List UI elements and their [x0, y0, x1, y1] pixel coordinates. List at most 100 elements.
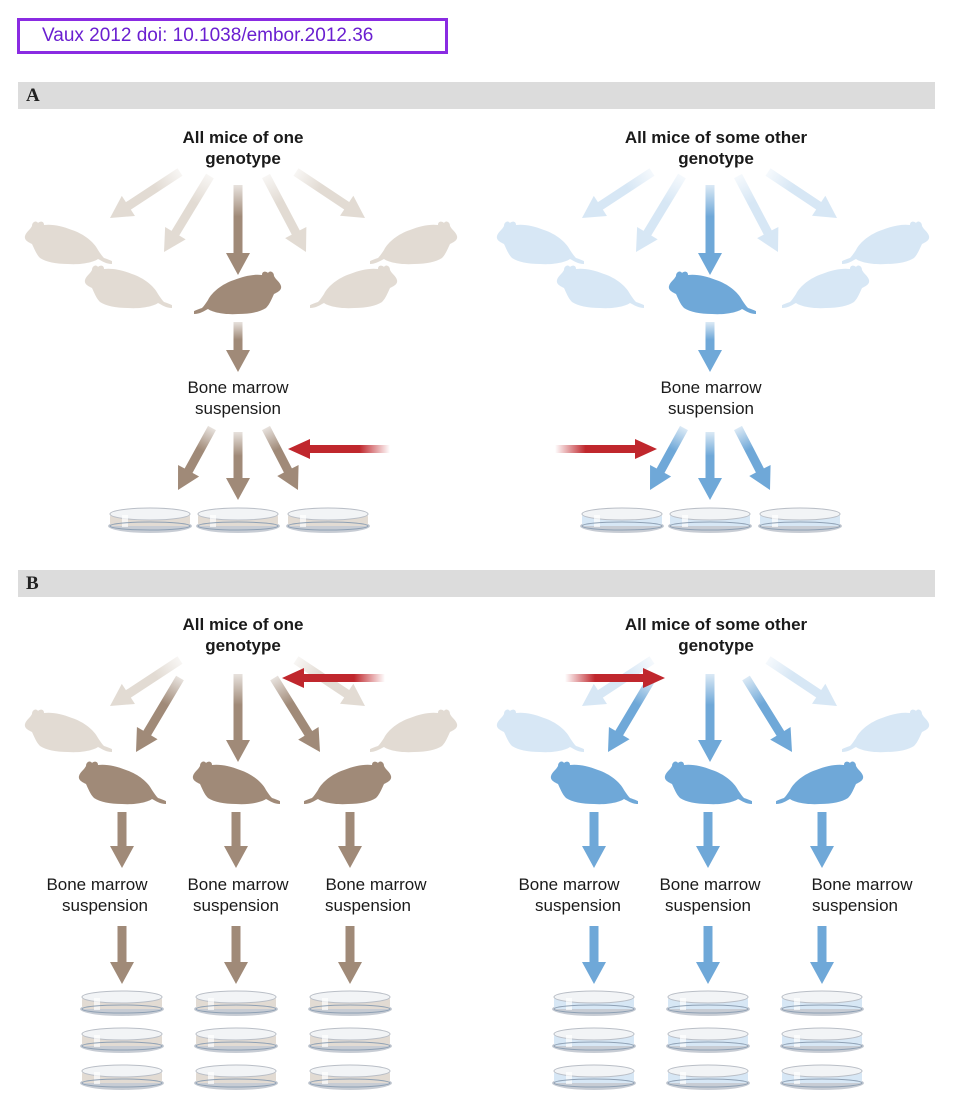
panel-b-left-col1-dish-1-rim [81, 1004, 163, 1014]
panel-b-right-mouse-outer-right [842, 709, 930, 753]
panel-b-left-suspension-3-line2: suspension [325, 896, 411, 915]
panel-b-right-col1-dish-1-rim [553, 1004, 635, 1014]
panel-b-left-mouse-outer-right [370, 709, 458, 753]
panel-a-letter: A [26, 85, 40, 106]
panel-a-left-mouse-4 [310, 265, 398, 309]
panel-b-left-to-suspension-arrow-2 [224, 812, 248, 868]
panel-b-right-col2-dish-2-rim [667, 1041, 749, 1051]
panel-a-right-red-arrow [555, 439, 657, 459]
panel-b-left-col2-dish-2-rim [195, 1041, 277, 1051]
panel-b-left-col1-dish-3-lid [81, 1064, 163, 1078]
panel-a-right-mouse-4 [782, 265, 870, 309]
panel-b-left-col1-dish-1-lid [81, 990, 163, 1004]
panel-b-right-selected-mouse-2 [664, 761, 752, 805]
panel-a-left-selected-arrow [226, 185, 250, 275]
panel-b-right-mouse-outer-left [496, 709, 584, 753]
panel-a-right-header-line2: genotype [678, 149, 754, 168]
panel-b-right-suspension-2-line2: suspension [665, 896, 751, 915]
panel-b-right-selected-arrow-3 [742, 675, 792, 752]
panel-b-left-to-dish-arrow-2 [224, 926, 248, 984]
panel-b-left-to-suspension-arrow-1 [110, 812, 134, 868]
panel-a-right-dish-3-highlight [772, 515, 778, 527]
panel-b-left-col2-dish-1-lid [195, 990, 277, 1004]
panel-b-right-header-line2: genotype [678, 636, 754, 655]
panel-a-right-dish-arrow-3 [734, 425, 771, 490]
panel-b-right-selected-arrow-2 [698, 674, 722, 762]
panel-b-left-col2-dish-2-highlight [208, 1035, 214, 1047]
panel-a-right-dish-3-rim [759, 521, 841, 531]
panel-b-right-col3-dish-3-rim [781, 1078, 863, 1088]
panel-b-right-suspension-1-line1: Bone marrow [518, 875, 620, 894]
panel-a-left-dish-1-highlight [122, 515, 128, 527]
panel-b-left-header-line1: All mice of one [183, 615, 304, 634]
panel-b-right-to-dish-arrow-2 [696, 926, 720, 984]
panel-a-right-mouse-2 [556, 265, 644, 309]
panel-a-left-dish-2-rim [197, 521, 279, 531]
panel-b-left-selected-mouse-3 [304, 761, 392, 805]
panel-b-left-col3-dish-2-highlight [322, 1035, 328, 1047]
panel-a-left-red-arrow [288, 439, 390, 459]
panel-a-left-dish-3-highlight [300, 515, 306, 527]
panel-a-right-mouse-1 [496, 221, 584, 265]
panel-b-right-to-suspension-arrow-1 [582, 812, 606, 868]
panel-b-right-col1-dish-3-rim [553, 1078, 635, 1088]
panel-b-right-col1-dish-3-lid [553, 1064, 635, 1078]
panel-b-left-suspension-1-line1: Bone marrow [46, 875, 148, 894]
panel-b-left-col3-dish-3-rim [309, 1078, 391, 1088]
panel-a-right-dish-arrow-1 [650, 425, 688, 490]
panel-a-right-dish-1-rim [581, 521, 663, 531]
panel-b-right-col2-dish-1-lid [667, 990, 749, 1004]
panel-b-right-selected-mouse-3 [776, 761, 864, 805]
panel-a-left-dish-3-lid [287, 507, 369, 521]
panel-a-right-dish-3-lid [759, 507, 841, 521]
panel-b-left-col3-dish-1-highlight [322, 998, 328, 1010]
panel-a-left-dish-1-lid [109, 507, 191, 521]
panel-a-left-dish-2-highlight [210, 515, 216, 527]
panel-b-left-col3-dish-3-lid [309, 1064, 391, 1078]
panel-b-right-header-line1: All mice of some other [625, 615, 808, 634]
panel-b-left-col2-dish-2-lid [195, 1027, 277, 1041]
panel-b-left-fan-arrow-outer-left [110, 656, 183, 706]
panel-a-left-suspension-line2: suspension [195, 399, 281, 418]
panel-a-left-dish-arrow-2 [226, 432, 250, 500]
citation-text: Vaux 2012 doi: 10.1038/embor.2012.36 [42, 25, 374, 46]
panel-a-left-selected-mouse [194, 271, 282, 315]
panel-b-left-col3-dish-3-highlight [322, 1072, 328, 1084]
panel-a-right-fan-arrow-1 [582, 168, 655, 218]
panel-a-left-fan-arrow-1 [110, 168, 183, 218]
panel-b-right-to-suspension-arrow-2 [696, 812, 720, 868]
panel-a-right-dish-2-lid [669, 507, 751, 521]
panel-b-right-to-suspension-arrow-3 [810, 812, 834, 868]
panel-a-left-fan-arrow-2 [164, 173, 214, 252]
panel-a-right-dish-1-highlight [594, 515, 600, 527]
panel-a-left-header-line1: All mice of one [183, 128, 304, 147]
panel-b-right-suspension-1-line2: suspension [535, 896, 621, 915]
panel-b-right-col3-dish-1-lid [781, 990, 863, 1004]
panel-b-header: B [18, 570, 935, 597]
panel-b-right-suspension-3-line1: Bone marrow [811, 875, 913, 894]
panel-b-left-mouse-outer-left [24, 709, 112, 753]
panel-a-left-dish-2-lid [197, 507, 279, 521]
panel-a-left-dish-arrow-3 [262, 425, 299, 490]
panel-a-header: A [18, 82, 935, 109]
panel-b-right-col1-dish-2-rim [553, 1041, 635, 1051]
panel-b-left-suspension-2-line1: Bone marrow [187, 875, 289, 894]
panel-b-right-col2-dish-3-rim [667, 1078, 749, 1088]
panel-a-left-dish-arrow-1 [178, 425, 216, 490]
panel-a-right-selected-mouse [668, 271, 756, 315]
panel-b-left-selected-arrow-2 [226, 674, 250, 762]
panel-b-left-selected-mouse-2 [192, 761, 280, 805]
panel-b-right-col3-dish-1-rim [781, 1004, 863, 1014]
panel-b-left-col1-dish-1-highlight [94, 998, 100, 1010]
panel-b-right-col2-dish-2-highlight [680, 1035, 686, 1047]
panel-b-right-col1-dish-1-highlight [566, 998, 572, 1010]
panel-b-right-col2-dish-3-highlight [680, 1072, 686, 1084]
panel-b-left-col1-dish-2-rim [81, 1041, 163, 1051]
panel-b-right-selected-arrow-1 [608, 675, 656, 752]
panel-b-letter: B [26, 573, 39, 594]
panel-b-left-header-line2: genotype [205, 636, 281, 655]
panel-a-left-dish-3-rim [287, 521, 369, 531]
panel-b-right-col1-dish-1-lid [553, 990, 635, 1004]
panel-b-right-col1-dish-3-highlight [566, 1072, 572, 1084]
